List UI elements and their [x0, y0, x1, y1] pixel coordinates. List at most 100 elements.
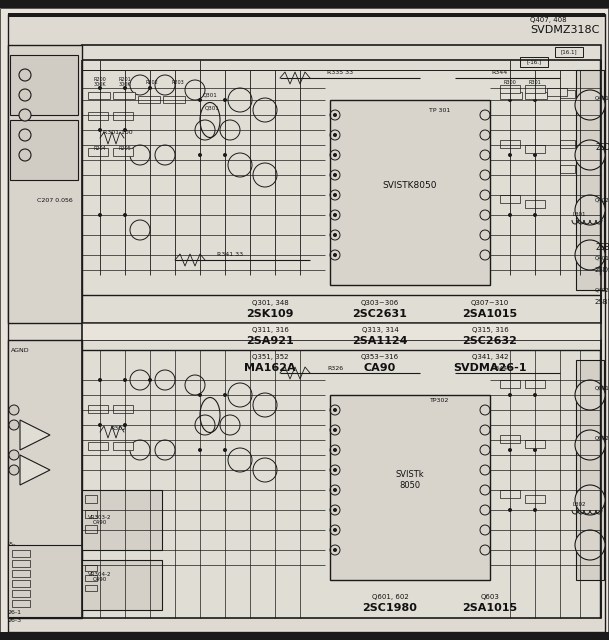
- Bar: [547, 88, 567, 96]
- Text: Q601, 602: Q601, 602: [371, 594, 409, 600]
- Text: -5-: -5-: [8, 543, 16, 547]
- Circle shape: [333, 448, 337, 452]
- Circle shape: [533, 98, 537, 102]
- Bar: [82, 490, 162, 550]
- Circle shape: [575, 195, 605, 225]
- Bar: [82, 340, 601, 618]
- Bar: [138, 96, 160, 103]
- Bar: [525, 380, 545, 388]
- Text: R205: R205: [119, 145, 132, 150]
- Bar: [12, 590, 30, 597]
- Text: 2SDS: 2SDS: [595, 267, 609, 273]
- Bar: [8, 45, 82, 323]
- Bar: [330, 395, 490, 580]
- Text: 2SA1015: 2SA1015: [462, 603, 518, 613]
- Bar: [12, 570, 30, 577]
- Text: [-16.]: [-16.]: [526, 60, 541, 65]
- Text: R335 33: R335 33: [327, 70, 353, 76]
- Circle shape: [98, 213, 102, 217]
- Bar: [0, 0, 609, 8]
- Text: [16.1]: [16.1]: [561, 49, 577, 54]
- Text: Q407, 408: Q407, 408: [530, 17, 566, 23]
- Circle shape: [223, 448, 227, 452]
- Text: Q315, 316: Q315, 316: [471, 327, 509, 333]
- Bar: [12, 580, 30, 587]
- Bar: [560, 90, 575, 98]
- Bar: [500, 140, 520, 148]
- Text: SVDMZ318C: SVDMZ318C: [530, 25, 599, 35]
- Circle shape: [333, 173, 337, 177]
- Bar: [500, 195, 520, 203]
- Bar: [520, 57, 548, 67]
- Text: Q303~306: Q303~306: [361, 300, 399, 306]
- Text: R202: R202: [146, 79, 158, 84]
- Bar: [500, 380, 520, 388]
- Bar: [85, 495, 97, 503]
- Bar: [88, 148, 108, 156]
- Bar: [500, 85, 520, 93]
- Bar: [12, 560, 30, 567]
- Circle shape: [333, 193, 337, 197]
- Text: SVDMA26-1: SVDMA26-1: [453, 363, 527, 373]
- Text: R344: R344: [492, 70, 508, 76]
- Circle shape: [333, 253, 337, 257]
- Bar: [12, 600, 30, 607]
- Bar: [525, 85, 545, 93]
- Circle shape: [333, 133, 337, 137]
- Bar: [163, 96, 185, 103]
- Circle shape: [19, 129, 31, 141]
- Circle shape: [98, 86, 102, 90]
- Bar: [85, 565, 97, 571]
- Text: VR304-2
C490: VR304-2 C490: [88, 572, 111, 582]
- Text: SVISTK8050: SVISTK8050: [382, 180, 437, 189]
- Circle shape: [9, 450, 19, 460]
- Circle shape: [9, 465, 19, 475]
- Circle shape: [508, 508, 512, 512]
- Text: R302: R302: [110, 426, 126, 431]
- Bar: [330, 100, 490, 285]
- Bar: [88, 112, 108, 120]
- Text: 2SB7: 2SB7: [595, 243, 609, 253]
- Circle shape: [533, 393, 537, 397]
- Circle shape: [123, 213, 127, 217]
- Circle shape: [19, 89, 31, 101]
- Bar: [500, 490, 520, 498]
- Text: MA162A: MA162A: [244, 363, 296, 373]
- Text: 2SK109: 2SK109: [246, 309, 294, 319]
- Bar: [85, 525, 97, 533]
- Polygon shape: [20, 455, 50, 485]
- Text: Q602: Q602: [595, 435, 609, 440]
- Circle shape: [98, 508, 102, 512]
- Text: Q401: Q401: [595, 95, 609, 100]
- Bar: [113, 405, 133, 413]
- Bar: [8, 340, 82, 618]
- Bar: [500, 435, 520, 443]
- Circle shape: [19, 149, 31, 161]
- Circle shape: [223, 153, 227, 157]
- Text: R300: R300: [504, 79, 516, 84]
- Bar: [8, 545, 82, 617]
- Text: TP 301: TP 301: [429, 108, 451, 113]
- Bar: [88, 405, 108, 413]
- Bar: [85, 575, 97, 581]
- Text: C207 0.056: C207 0.056: [37, 198, 73, 202]
- Text: Q353~316: Q353~316: [361, 354, 399, 360]
- Text: R203: R203: [172, 79, 185, 84]
- Circle shape: [198, 98, 202, 102]
- Text: Q402: Q402: [595, 287, 609, 292]
- Bar: [525, 440, 545, 448]
- Circle shape: [123, 128, 127, 132]
- Text: R200
300K: R200 300K: [94, 77, 107, 88]
- Circle shape: [508, 153, 512, 157]
- Text: Q301: Q301: [205, 106, 219, 111]
- Circle shape: [333, 213, 337, 217]
- Text: TP302: TP302: [431, 397, 449, 403]
- Text: L302: L302: [572, 502, 586, 508]
- Circle shape: [223, 393, 227, 397]
- Circle shape: [575, 140, 605, 170]
- Text: 2SDS: 2SDS: [595, 143, 609, 152]
- Text: Q401: Q401: [595, 255, 609, 260]
- Circle shape: [333, 468, 337, 472]
- Circle shape: [123, 86, 127, 90]
- Circle shape: [575, 240, 605, 270]
